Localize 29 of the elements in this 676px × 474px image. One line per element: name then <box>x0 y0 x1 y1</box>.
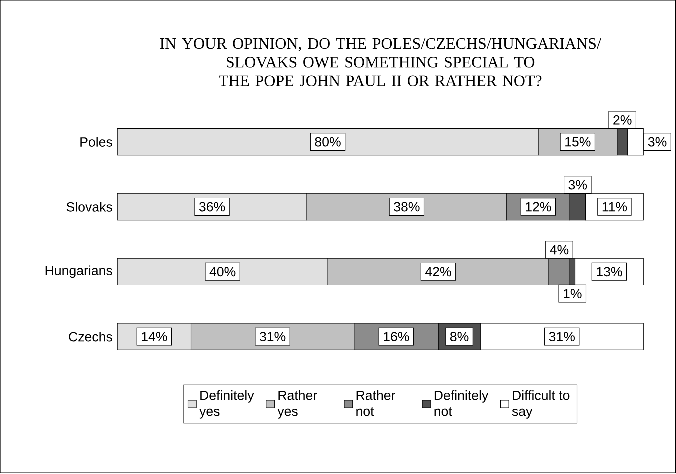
data-label: 3% <box>568 180 588 190</box>
y-tick-label: Hungarians <box>46 266 112 278</box>
data-label: 12% <box>526 202 552 212</box>
data-label: 40% <box>210 267 236 277</box>
y-tick-label: Czechs <box>69 332 112 342</box>
data-label: 80% <box>315 138 341 147</box>
data-label: 16% <box>384 332 410 342</box>
data-label: 42% <box>425 267 452 277</box>
data-label: 31% <box>260 332 286 342</box>
chart-title: IN YOUR OPINION, DO THE POLES/CZECHS/HUNGARIANS/ SLOVAKS OWE SOMETHING SPECIAL TO THE POPE JOHN PAUL II OR RATHER NOT? <box>160 38 602 87</box>
data-label: 14% <box>142 332 168 342</box>
data-label: 13% <box>597 267 622 277</box>
data-label: 36% <box>199 202 226 212</box>
legend-label: Rather yes <box>278 390 318 420</box>
data-label: 3% <box>648 138 667 147</box>
data-label: 11% <box>602 202 628 212</box>
y-tick-label: Slovaks <box>66 202 112 212</box>
data-label: 31% <box>549 332 575 342</box>
data-label: 2% <box>614 116 632 126</box>
legend-label: Definitely not <box>434 390 489 416</box>
legend-label: Rather not <box>356 390 396 416</box>
data-label: 1% <box>564 289 582 299</box>
data-label: 38% <box>394 202 420 212</box>
y-tick-label: Poles <box>80 137 112 148</box>
legend-label: Definitely yes <box>200 390 254 420</box>
legend-label: Difficult to say <box>512 390 570 420</box>
data-label: 4% <box>550 246 569 255</box>
data-label: 15% <box>566 138 591 147</box>
data-label: 8% <box>450 332 469 342</box>
